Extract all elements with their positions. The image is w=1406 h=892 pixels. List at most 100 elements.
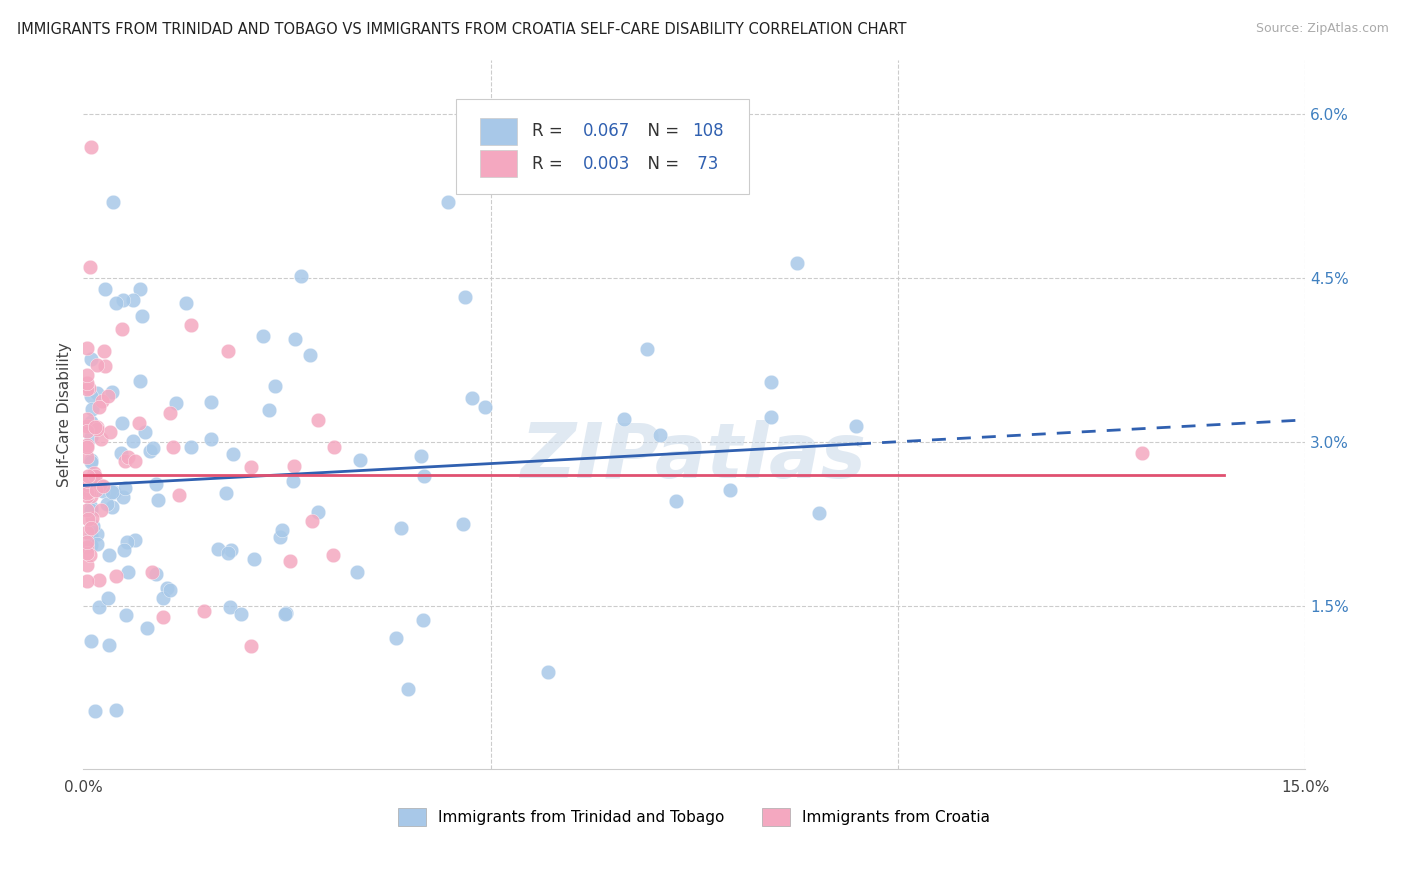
Point — [437, 194, 460, 209]
Point — [80, 511, 103, 525]
Point — [80, 503, 103, 517]
Point — [180, 318, 202, 332]
Point — [97, 548, 120, 562]
Point — [257, 403, 280, 417]
Point — [80, 429, 103, 443]
Point — [385, 632, 408, 646]
Point — [114, 481, 136, 495]
Point — [76, 535, 98, 549]
Text: 73: 73 — [692, 155, 718, 173]
Point — [86, 527, 108, 541]
Point — [139, 443, 162, 458]
Point — [84, 704, 107, 718]
Legend: Immigrants from Trinidad and Tobago, Immigrants from Croatia: Immigrants from Trinidad and Tobago, Imm… — [398, 808, 990, 825]
Point — [80, 419, 103, 434]
Point — [91, 484, 114, 499]
Point — [229, 607, 252, 621]
Point — [219, 543, 242, 558]
Text: 0.067: 0.067 — [583, 122, 630, 140]
Point — [76, 341, 98, 355]
Point — [215, 486, 238, 500]
Point — [86, 385, 108, 400]
Point — [613, 411, 636, 425]
Point — [100, 384, 122, 399]
Point — [80, 351, 103, 366]
Point — [474, 400, 496, 414]
Point — [82, 519, 104, 533]
Point — [83, 420, 105, 434]
Point — [121, 434, 143, 448]
Point — [759, 409, 782, 424]
Point — [77, 473, 100, 487]
Point — [76, 376, 98, 390]
Point — [93, 344, 115, 359]
Point — [131, 310, 153, 324]
Point — [162, 440, 184, 454]
Point — [786, 256, 808, 270]
Point — [86, 420, 108, 434]
Point — [84, 476, 107, 491]
Point — [141, 566, 163, 580]
Point — [104, 295, 127, 310]
Point — [80, 489, 103, 503]
Point — [121, 293, 143, 307]
Point — [76, 489, 98, 503]
Point — [808, 507, 831, 521]
Point — [76, 474, 98, 488]
Point — [537, 665, 560, 679]
Point — [86, 537, 108, 551]
Point — [80, 528, 103, 542]
Point — [222, 447, 245, 461]
Point — [91, 394, 114, 409]
Point — [111, 322, 134, 336]
Point — [159, 406, 181, 420]
Point — [396, 681, 419, 696]
Point — [111, 293, 134, 307]
Point — [281, 474, 304, 488]
Point — [98, 638, 121, 652]
Point — [290, 269, 312, 284]
FancyBboxPatch shape — [481, 151, 517, 178]
Text: 0.003: 0.003 — [583, 155, 630, 173]
Point — [83, 468, 105, 483]
Point — [94, 359, 117, 373]
Point — [145, 567, 167, 582]
Point — [76, 558, 98, 572]
Point — [76, 424, 98, 438]
Point — [117, 565, 139, 579]
Point — [90, 432, 112, 446]
Point — [80, 415, 103, 429]
Point — [87, 600, 110, 615]
Point — [349, 452, 371, 467]
Point — [97, 389, 120, 403]
Text: 108: 108 — [692, 122, 723, 140]
Point — [718, 483, 741, 497]
Point — [89, 478, 111, 492]
Point — [240, 640, 263, 654]
Point — [80, 452, 103, 467]
Point — [152, 610, 174, 624]
Point — [105, 703, 128, 717]
Point — [165, 396, 187, 410]
Point — [759, 375, 782, 389]
Point — [76, 469, 98, 483]
Point — [193, 603, 215, 617]
Point — [79, 548, 101, 562]
Text: IMMIGRANTS FROM TRINIDAD AND TOBAGO VS IMMIGRANTS FROM CROATIA SELF-CARE DISABIL: IMMIGRANTS FROM TRINIDAD AND TOBAGO VS I… — [17, 22, 907, 37]
Point — [155, 581, 177, 595]
Point — [274, 607, 297, 621]
Point — [451, 517, 474, 532]
Text: Source: ZipAtlas.com: Source: ZipAtlas.com — [1256, 22, 1389, 36]
Point — [91, 479, 114, 493]
Point — [299, 348, 322, 362]
Point — [128, 416, 150, 430]
Point — [264, 378, 287, 392]
Point — [97, 591, 120, 605]
Point — [269, 529, 291, 543]
Point — [84, 483, 107, 498]
Point — [411, 449, 433, 463]
Point — [76, 440, 98, 454]
Point — [117, 450, 139, 465]
Point — [76, 546, 98, 560]
Point — [110, 446, 132, 460]
